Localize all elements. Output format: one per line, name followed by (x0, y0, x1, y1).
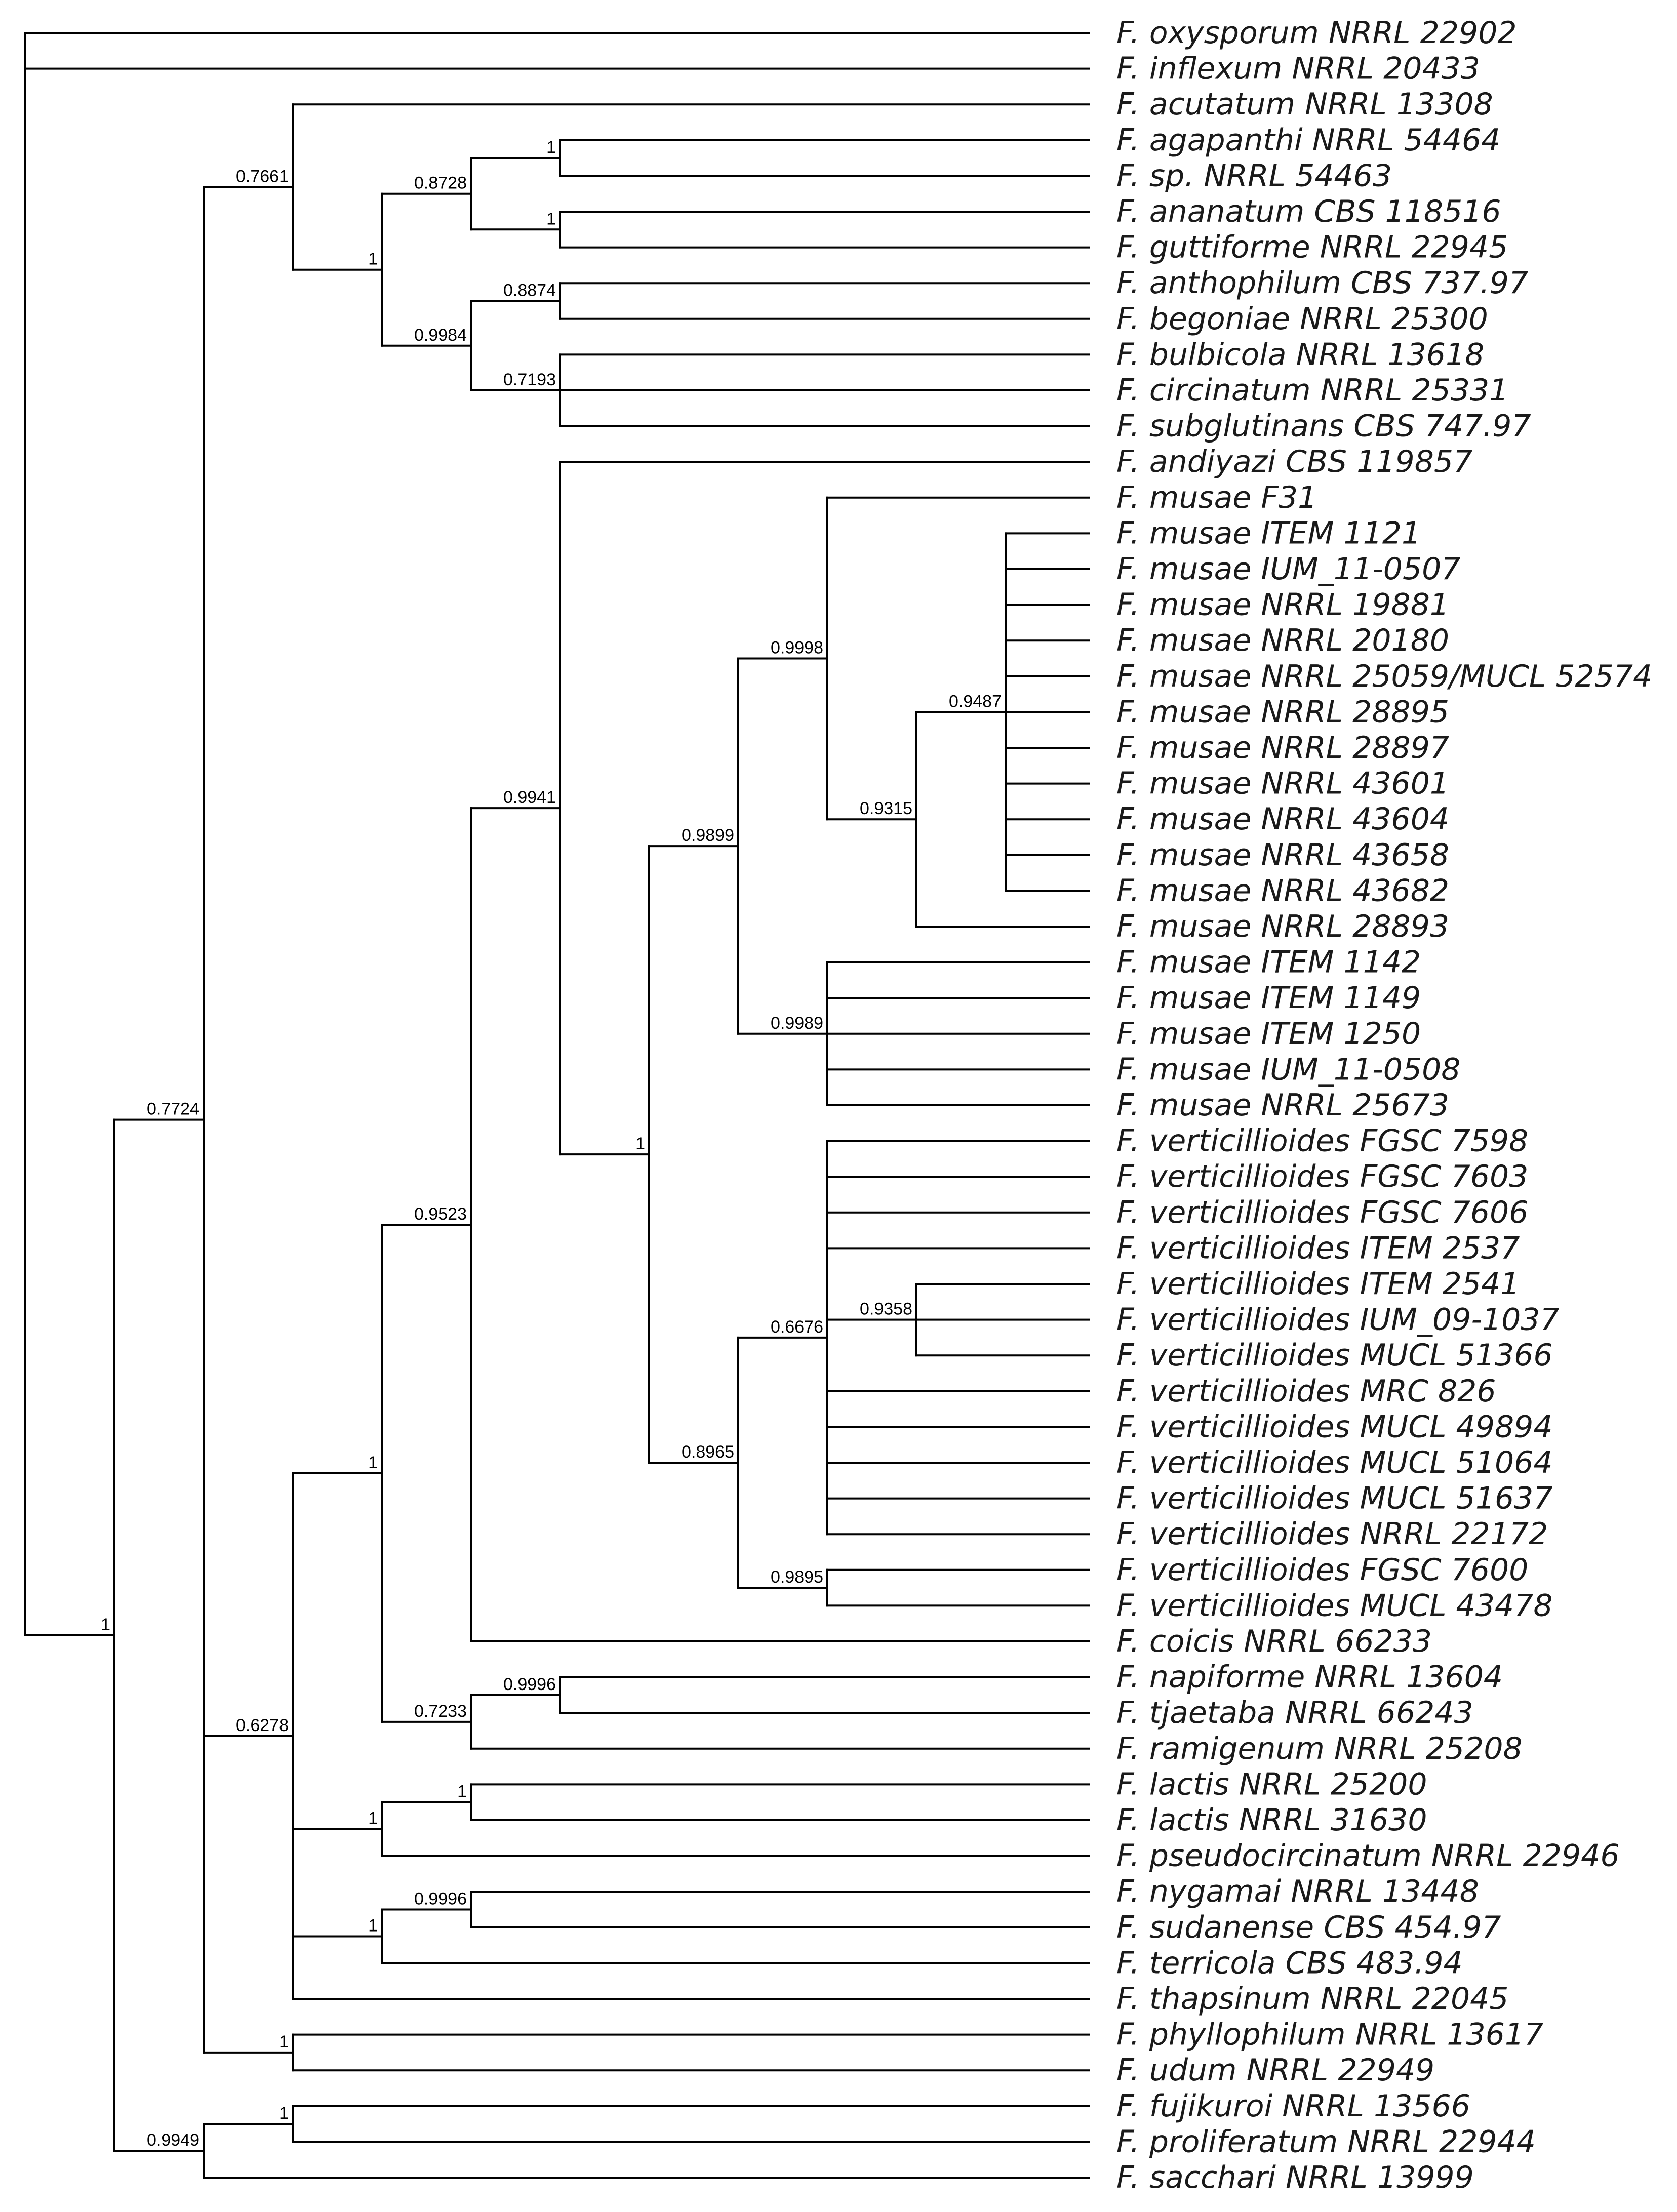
taxon-label-f-musae-ium-11-0507: F. musae IUM_11-0507 (1116, 551, 1460, 587)
support-value-n-2-0-0-1-0-0: 1 (546, 138, 556, 157)
taxon-label-f-subglutinans-cbs-747-97: F. subglutinans CBS 747.97 (1116, 409, 1531, 444)
taxon-label-f-verticillioides-mucl-43478: F. verticillioides MUCL 43478 (1116, 1588, 1553, 1623)
taxon-label-f-pseudocircinatum-nrrl-22946: F. pseudocircinatum NRRL 22946 (1116, 1838, 1620, 1874)
taxon-label-f-sp-nrrl-54463: F. sp. NRRL 54463 (1116, 158, 1392, 193)
support-value-n-2-0-1-0-0-0-1-1-1: 0.9895 (771, 1567, 823, 1587)
taxon-label-f-thapsinum-nrrl-22045: F. thapsinum NRRL 22045 (1116, 1981, 1508, 2017)
support-value-n-2-0-1-0-0-0-1-0: 0.9899 (682, 826, 734, 845)
taxon-label-f-verticillioides-nrrl-22172: F. verticillioides NRRL 22172 (1116, 1516, 1548, 1552)
support-value-n-2-0-1-0-0-0-1-1: 0.8965 (682, 1442, 734, 1462)
taxon-label-f-andiyazi-cbs-119857: F. andiyazi CBS 119857 (1116, 444, 1472, 479)
taxon-label-f-nygamai-nrrl-13448: F. nygamai NRRL 13448 (1116, 1874, 1479, 1909)
taxon-label-f-inflexum-nrrl-20433: F. inflexum NRRL 20433 (1116, 51, 1480, 87)
taxon-label-f-musae-nrrl-25673: F. musae NRRL 25673 (1116, 1088, 1449, 1123)
support-value-n-2-0-1-0-1: 0.7233 (414, 1702, 467, 1721)
taxon-label-f-musae-nrrl-43682: F. musae NRRL 43682 (1116, 873, 1449, 908)
taxon-label-f-bulbicola-nrrl-13618: F. bulbicola NRRL 13618 (1116, 337, 1484, 372)
taxon-label-f-sacchari-nrrl-13999: F. sacchari NRRL 13999 (1116, 2160, 1474, 2195)
taxon-label-f-verticillioides-mrc-826: F. verticillioides MRC 826 (1116, 1374, 1496, 1409)
taxon-label-f-verticillioides-fgsc-7603: F. verticillioides FGSC 7603 (1116, 1159, 1528, 1194)
support-value-n-2-0-2: 1 (279, 2032, 289, 2052)
taxon-label-f-musae-f31: F. musae F31 (1116, 480, 1317, 515)
taxon-label-f-napiforme-nrrl-13604: F. napiforme NRRL 13604 (1116, 1660, 1503, 1695)
taxon-label-f-agapanthi-nrrl-54464: F. agapanthi NRRL 54464 (1116, 123, 1500, 158)
taxon-label-f-oxysporum-nrrl-22902: F. oxysporum NRRL 22902 (1116, 15, 1517, 51)
support-value-n-2-0-1: 0.6278 (236, 1716, 289, 1735)
taxon-label-f-musae-item-1142: F. musae ITEM 1142 (1116, 945, 1421, 980)
taxon-label-f-tjaetaba-nrrl-66243: F. tjaetaba NRRL 66243 (1116, 1695, 1473, 1731)
taxon-label-f-verticillioides-fgsc-7598: F. verticillioides FGSC 7598 (1116, 1123, 1528, 1159)
taxon-label-f-musae-nrrl-25059-mucl-52574: F. musae NRRL 25059/MUCL 52574 (1116, 659, 1652, 694)
support-value-n-2-0-1-0: 1 (368, 1453, 378, 1472)
support-value-n-2-0-0: 0.7661 (236, 167, 289, 186)
taxon-label-f-verticillioides-item-2541: F. verticillioides ITEM 2541 (1116, 1266, 1520, 1302)
taxon-label-f-musae-nrrl-43601: F. musae NRRL 43601 (1116, 766, 1449, 801)
support-value-n-2-0-1-0-0-0-1-0-0-1: 0.9315 (860, 799, 912, 818)
support-value-n-2-0-0-1: 1 (368, 250, 378, 269)
support-value-n-2-0-1-0-0-0-1-1-0-4: 0.9358 (860, 1300, 912, 1319)
taxon-label-f-fujikuroi-nrrl-13566: F. fujikuroi NRRL 13566 (1116, 2088, 1470, 2124)
taxon-label-f-lactis-nrrl-31630: F. lactis NRRL 31630 (1116, 1802, 1427, 1838)
taxon-label-f-udum-nrrl-22949: F. udum NRRL 22949 (1116, 2053, 1434, 2088)
taxon-label-f-verticillioides-fgsc-7606: F. verticillioides FGSC 7606 (1116, 1195, 1528, 1230)
taxon-label-f-verticillioides-mucl-51064: F. verticillioides MUCL 51064 (1116, 1445, 1553, 1480)
support-value-n-2-0-1-0-0-0-1: 1 (635, 1134, 645, 1153)
taxon-label-f-sudanense-cbs-454-97: F. sudanense CBS 454.97 (1116, 1910, 1501, 1945)
taxon-label-f-musae-nrrl-28895: F. musae NRRL 28895 (1116, 694, 1449, 730)
support-value-n-2-0-1-1-0: 1 (457, 1782, 467, 1801)
taxon-label-f-verticillioides-mucl-51637: F. verticillioides MUCL 51637 (1116, 1481, 1553, 1516)
taxon-label-f-musae-nrrl-43604: F. musae NRRL 43604 (1116, 801, 1449, 837)
taxon-label-f-lactis-nrrl-25200: F. lactis NRRL 25200 (1116, 1766, 1427, 1802)
support-value-n-2-0: 0.7724 (147, 1100, 199, 1119)
taxon-label-f-circinatum-nrrl-25331: F. circinatum NRRL 25331 (1116, 373, 1508, 408)
taxon-label-f-guttiforme-nrrl-22945: F. guttiforme NRRL 22945 (1116, 230, 1508, 265)
taxon-label-f-proliferatum-nrrl-22944: F. proliferatum NRRL 22944 (1116, 2124, 1536, 2159)
branch-lines (24, 32, 1090, 2179)
taxon-label-f-begoniae-nrrl-25300: F. begoniae NRRL 25300 (1116, 301, 1488, 337)
support-value-n-2-0-1-0-0: 0.9523 (414, 1204, 467, 1224)
support-value-n-2-0-0-1-1-0: 0.8874 (503, 281, 556, 300)
taxon-label-f-musae-nrrl-19881: F. musae NRRL 19881 (1116, 587, 1449, 623)
support-value-n-2-0-0-1-1: 0.9984 (414, 326, 467, 345)
support-value-n-2-0-1-2: 1 (368, 1916, 378, 1935)
support-value-n-2-0-0-1-0: 0.8728 (414, 174, 467, 193)
support-values: 1 0.7724 0.7661 1 0.8728 1 1 0.9984 0.8874 0.7193… (101, 138, 1002, 2150)
taxon-label-f-terricola-cbs-483-94: F. terricola CBS 483.94 (1116, 1945, 1463, 1981)
support-value-n-2-0-1-0-0-0-1-0-0-1-0: 0.9487 (949, 692, 1002, 711)
support-value-n-2: 1 (101, 1615, 110, 1634)
support-value-n-2-0-1-0-0-0-1-1-0: 0.6676 (771, 1317, 823, 1337)
taxon-label-f-musae-item-1121: F. musae ITEM 1121 (1116, 515, 1421, 551)
taxon-label-f-verticillioides-ium-09-1037: F. verticillioides IUM_09-1037 (1116, 1302, 1560, 1338)
taxon-label-f-anthophilum-cbs-737-97: F. anthophilum CBS 737.97 (1116, 265, 1528, 301)
taxon-label-f-coicis-nrrl-66233: F. coicis NRRL 66233 (1116, 1624, 1432, 1659)
taxon-label-f-musae-nrrl-43658: F. musae NRRL 43658 (1116, 837, 1449, 873)
taxon-label-f-musae-nrrl-28897: F. musae NRRL 28897 (1116, 730, 1449, 766)
support-value-n-2-0-0-1-1-1: 0.7193 (503, 370, 556, 389)
support-value-n-2-0-1-0-1-0: 0.9996 (503, 1675, 556, 1694)
taxon-label-f-musae-nrrl-20180: F. musae NRRL 20180 (1116, 623, 1449, 658)
support-value-n-2-0-1-0-0-0-1-0-0: 0.9998 (771, 638, 823, 658)
support-value-n-2-0-1-1: 1 (368, 1809, 378, 1828)
taxon-label-f-verticillioides-mucl-51366: F. verticillioides MUCL 51366 (1116, 1338, 1553, 1373)
taxon-label-f-verticillioides-mucl-49894: F. verticillioides MUCL 49894 (1116, 1409, 1553, 1444)
taxon-label-f-ramigenum-nrrl-25208: F. ramigenum NRRL 25208 (1116, 1731, 1523, 1766)
taxon-label-f-verticillioides-fgsc-7600: F. verticillioides FGSC 7600 (1116, 1552, 1528, 1588)
taxon-label-f-acutatum-nrrl-13308: F. acutatum NRRL 13308 (1116, 87, 1493, 122)
taxon-label-f-musae-nrrl-28893: F. musae NRRL 28893 (1116, 909, 1449, 944)
support-value-n-2-0-0-1-0-1: 1 (546, 209, 556, 228)
taxon-label-f-musae-item-1149: F. musae ITEM 1149 (1116, 980, 1421, 1016)
support-value-n-2-0-1-0-0-0: 0.9941 (503, 788, 556, 807)
taxon-label-f-musae-item-1250: F. musae ITEM 1250 (1116, 1016, 1421, 1052)
taxon-label-f-phyllophilum-nrrl-13617: F. phyllophilum NRRL 13617 (1116, 2017, 1543, 2053)
support-value-n-2-0-1-0-0-0-1-0-1: 0.9989 (771, 1014, 823, 1033)
support-value-n-2-1: 0.9949 (147, 2130, 199, 2150)
taxon-label-f-ananatum-cbs-118516: F. ananatum CBS 118516 (1116, 194, 1501, 229)
taxon-label-f-musae-ium-11-0508: F. musae IUM_11-0508 (1116, 1052, 1460, 1087)
taxon-label-f-verticillioides-item-2537: F. verticillioides ITEM 2537 (1116, 1230, 1520, 1266)
support-value-n-2-1-0: 1 (279, 2104, 289, 2123)
support-value-n-2-0-1-2-0: 0.9996 (414, 1889, 467, 1909)
